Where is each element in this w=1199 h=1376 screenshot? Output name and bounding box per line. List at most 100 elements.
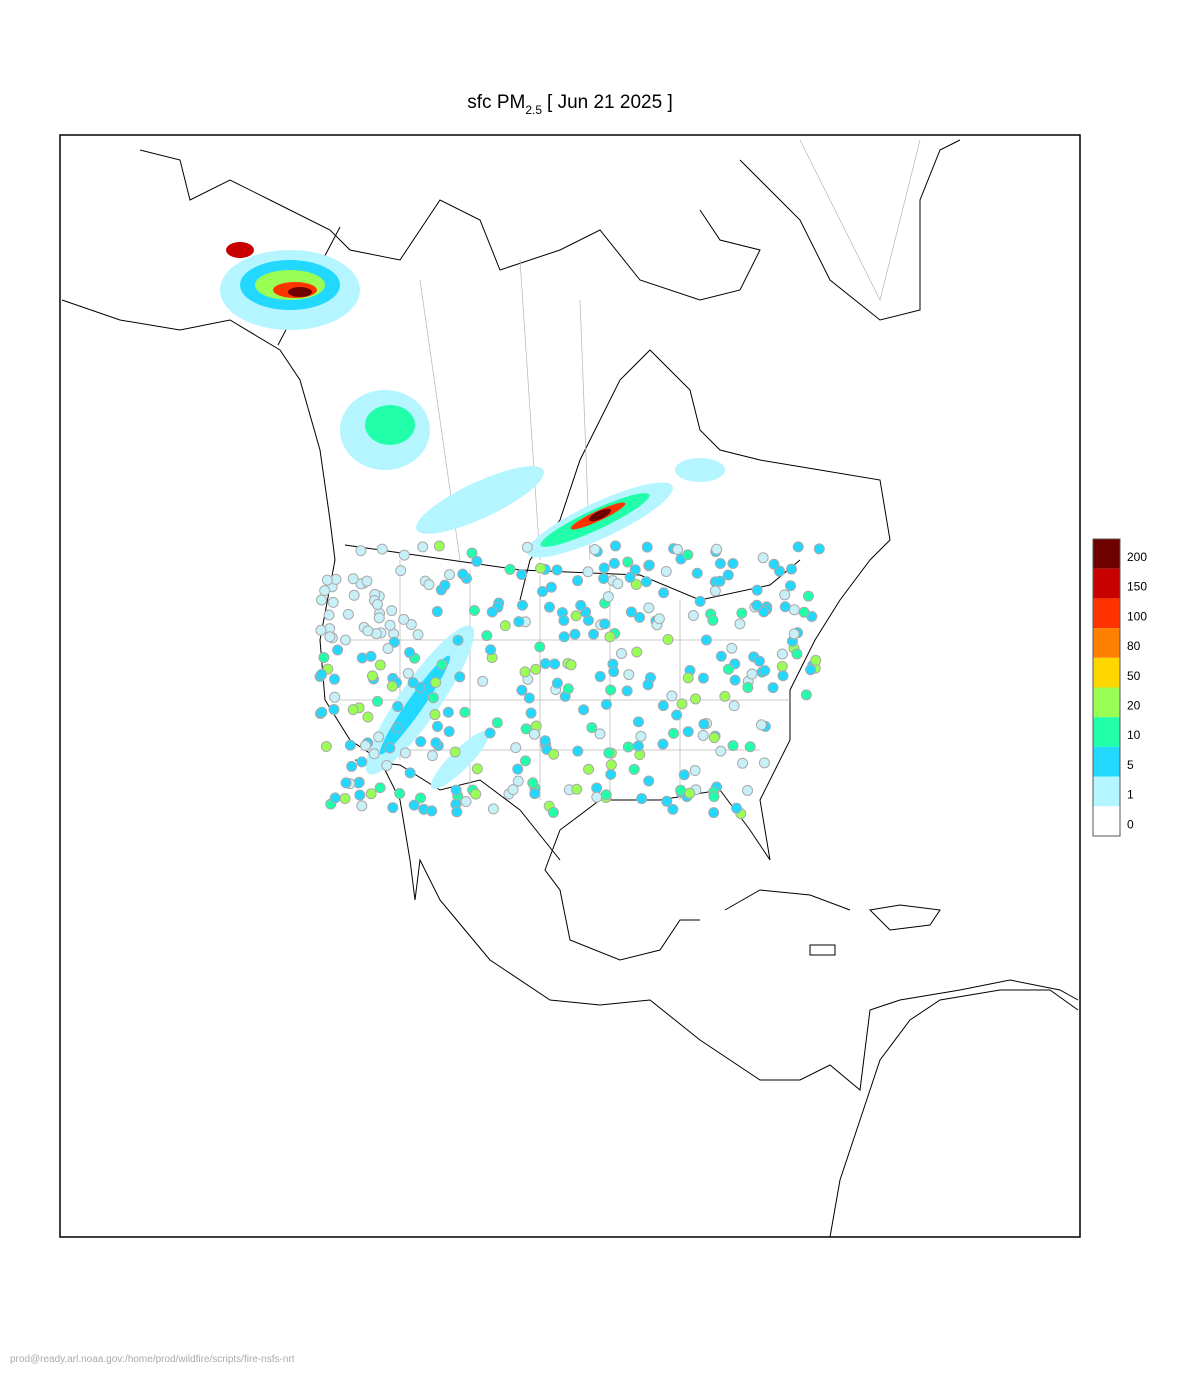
monitor-site [800, 689, 812, 701]
footer-path: prod@ready.arl.noaa.gov:/home/prod/wildf… [10, 1354, 295, 1365]
monitor-site [512, 775, 524, 787]
monitor-site [362, 711, 374, 723]
monitor-site [676, 698, 688, 710]
monitor-site [415, 736, 427, 748]
monitor-site [605, 768, 617, 780]
monitor-site [402, 667, 414, 679]
monitor-site [635, 730, 647, 742]
monitor-site [583, 763, 595, 775]
monitor-site [373, 612, 385, 624]
monitor-site [658, 587, 670, 599]
monitor-site [714, 575, 726, 587]
monitor-site [454, 671, 466, 683]
monitor-site [672, 543, 684, 555]
monitor-site [356, 652, 368, 664]
monitor-site [429, 709, 441, 721]
legend-swatch [1093, 746, 1120, 777]
monitor-site [668, 727, 680, 739]
monitor-site [485, 644, 497, 656]
monitor-site [802, 590, 814, 602]
monitor-site [551, 564, 563, 576]
monitor-site [361, 575, 373, 587]
monitor-site [452, 634, 464, 646]
monitor-site [565, 659, 577, 671]
monitor-site [729, 674, 741, 686]
legend-label: 50 [1127, 669, 1141, 683]
monitor-site [315, 624, 327, 636]
monitor-site [707, 614, 719, 626]
monitor-site [708, 791, 720, 803]
monitor-site [715, 650, 727, 662]
monitor-site [657, 700, 669, 712]
monitor-site [605, 759, 617, 771]
monitor-site [516, 568, 528, 580]
monitor-site [523, 692, 535, 704]
legend-swatch [1093, 776, 1120, 807]
title: sfc PM2.5 [ Jun 21 2025 ] [467, 92, 672, 117]
monitor-site [347, 704, 359, 716]
monitor-site [641, 541, 653, 553]
monitor-sites [314, 540, 825, 820]
monitor-site [543, 601, 555, 613]
monitor-site [662, 634, 674, 646]
monitor-site [468, 605, 480, 617]
monitor-site [340, 777, 352, 789]
monitor-site [558, 615, 570, 626]
monitor-site [657, 738, 669, 750]
monitor-site [342, 608, 354, 620]
monitor-site [631, 646, 643, 658]
monitor-site [516, 684, 528, 696]
monitor-site [709, 585, 721, 597]
monitor-site [728, 700, 740, 712]
monitor-site [678, 769, 690, 781]
monitor-site [404, 646, 416, 658]
monitor-site [575, 599, 587, 611]
monitor-site [810, 654, 822, 666]
monitor-site [603, 747, 615, 759]
monitor-site [404, 767, 416, 779]
legend-swatch [1093, 657, 1120, 688]
monitor-site [571, 783, 583, 795]
monitor-site [758, 757, 770, 769]
monitor-site [329, 691, 341, 703]
monitor-site [623, 669, 635, 681]
monitor-site [433, 540, 445, 552]
monitor-site [767, 682, 779, 694]
caribbean [724, 889, 941, 956]
monitor-site [547, 806, 559, 818]
monitor-site [759, 665, 771, 677]
monitor-site [348, 589, 360, 601]
monitor-site [632, 740, 644, 752]
monitor-site [371, 695, 383, 707]
monitor-site [451, 806, 463, 818]
monitor-site [525, 707, 537, 719]
monitor-site [813, 543, 825, 555]
monitor-site [398, 549, 410, 561]
monitor-site [602, 591, 614, 603]
monitor-site [443, 569, 455, 581]
monitor-site [751, 599, 763, 611]
monitor-site [751, 584, 763, 596]
monitor-site [636, 793, 648, 805]
monitor-site [530, 663, 542, 675]
monitor-site [549, 658, 561, 670]
monitor-site [582, 566, 594, 578]
title-subscript: 2.5 [525, 103, 542, 117]
monitor-site [332, 644, 344, 656]
monitor-site [694, 595, 706, 607]
monitor-site [786, 563, 798, 575]
monitor-site [722, 569, 734, 581]
monitor-site [628, 763, 640, 775]
monitor-site [788, 604, 800, 616]
monitor-site [598, 572, 610, 584]
monitor-site [548, 748, 560, 760]
monitor-site [471, 763, 483, 775]
monitor-site [539, 658, 551, 670]
monitor-site [737, 757, 749, 769]
monitor-site [757, 552, 769, 564]
monitor-site [570, 610, 582, 622]
legend-label: 1 [1127, 788, 1134, 802]
monitor-site [731, 802, 743, 814]
